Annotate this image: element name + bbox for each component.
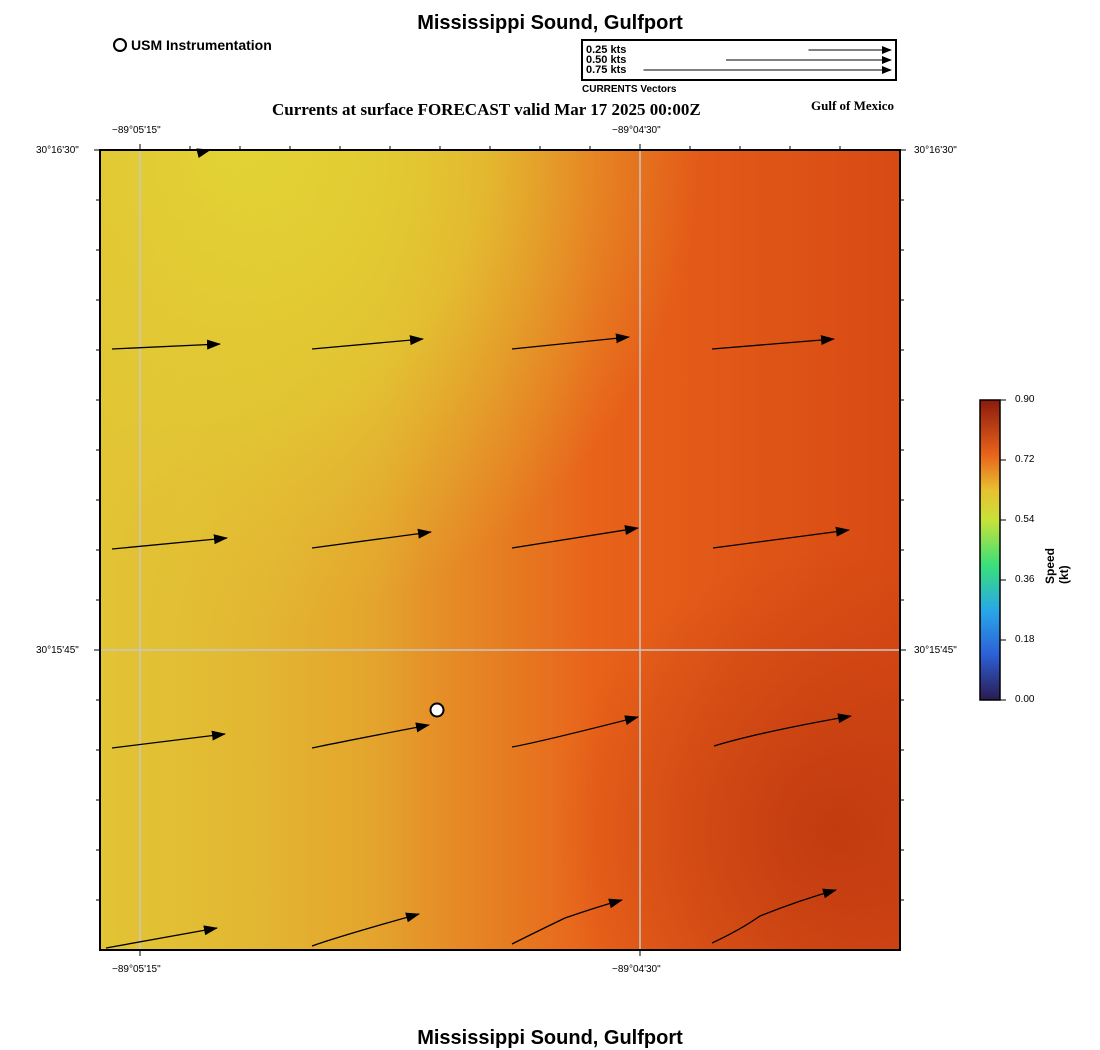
colorbar-tick-label: 0.54 bbox=[1015, 514, 1035, 525]
left-tick-label: 30°15'45" bbox=[36, 645, 79, 656]
current-vector bbox=[713, 713, 852, 747]
graticule bbox=[100, 150, 900, 950]
vector-legend-row: 0.50 kts bbox=[586, 54, 627, 66]
current-vector bbox=[511, 898, 623, 945]
current-vector bbox=[311, 722, 430, 749]
current-vector bbox=[111, 339, 221, 350]
speed-colorbar bbox=[979, 399, 1006, 701]
colorbar-tick-label: 0.36 bbox=[1015, 574, 1035, 585]
colorbar-tick-label: 0.00 bbox=[1015, 694, 1035, 705]
bottom-tick-label: −89°05'15" bbox=[112, 964, 161, 975]
vector-legend-row: 0.25 kts bbox=[586, 44, 627, 56]
vector-legend-box: 0.25 kts 0.50 kts 0.75 kts bbox=[581, 39, 897, 81]
colorbar-tick-label: 0.90 bbox=[1015, 394, 1035, 405]
forecast-subtitle: Currents at surface FORECAST valid Mar 1… bbox=[272, 100, 701, 119]
current-vector bbox=[311, 335, 424, 350]
map-title-top: Mississippi Sound, Gulfport bbox=[417, 12, 683, 34]
gulf-label: Gulf of Mexico bbox=[811, 98, 895, 113]
vector-legend-caption: CURRENTS Vectors bbox=[582, 84, 677, 95]
vector-legend-row: 0.75 kts bbox=[586, 64, 627, 76]
speed-field bbox=[100, 150, 900, 950]
current-vector bbox=[196, 148, 211, 159]
right-tick-label: 30°15'45" bbox=[914, 645, 957, 656]
current-vector bbox=[111, 534, 228, 550]
top-tick-label: −89°04'30" bbox=[612, 125, 661, 136]
frame-ticks bbox=[94, 144, 906, 956]
current-vector bbox=[711, 888, 837, 944]
usm-legend-label: USM Instrumentation bbox=[131, 37, 272, 53]
left-tick-label: 30°16'30" bbox=[36, 145, 79, 156]
usm-station-marker[interactable] bbox=[429, 702, 445, 718]
current-vectors bbox=[105, 148, 852, 949]
bottom-tick-label: −89°04'30" bbox=[612, 964, 661, 975]
current-vector bbox=[111, 730, 226, 749]
map-title-bottom: Mississippi Sound, Gulfport bbox=[417, 1027, 683, 1049]
usm-marker-icon bbox=[113, 38, 127, 52]
current-vector bbox=[511, 525, 639, 549]
top-tick-label: −89°05'15" bbox=[112, 125, 161, 136]
current-vector bbox=[711, 335, 835, 350]
vector-legend-arrows bbox=[643, 46, 892, 74]
current-vector bbox=[511, 333, 630, 350]
colorbar-tick-label: 0.72 bbox=[1015, 454, 1035, 465]
colorbar-title: Speed (kt) bbox=[1043, 547, 1071, 584]
colorbar-tick-label: 0.18 bbox=[1015, 634, 1035, 645]
current-vector bbox=[712, 526, 850, 549]
right-tick-label: 30°16'30" bbox=[914, 145, 957, 156]
current-vector bbox=[511, 715, 639, 748]
usm-legend: USM Instrumentation bbox=[113, 37, 272, 53]
current-vector bbox=[311, 912, 420, 947]
current-vector bbox=[105, 925, 218, 949]
current-vector bbox=[311, 528, 432, 549]
